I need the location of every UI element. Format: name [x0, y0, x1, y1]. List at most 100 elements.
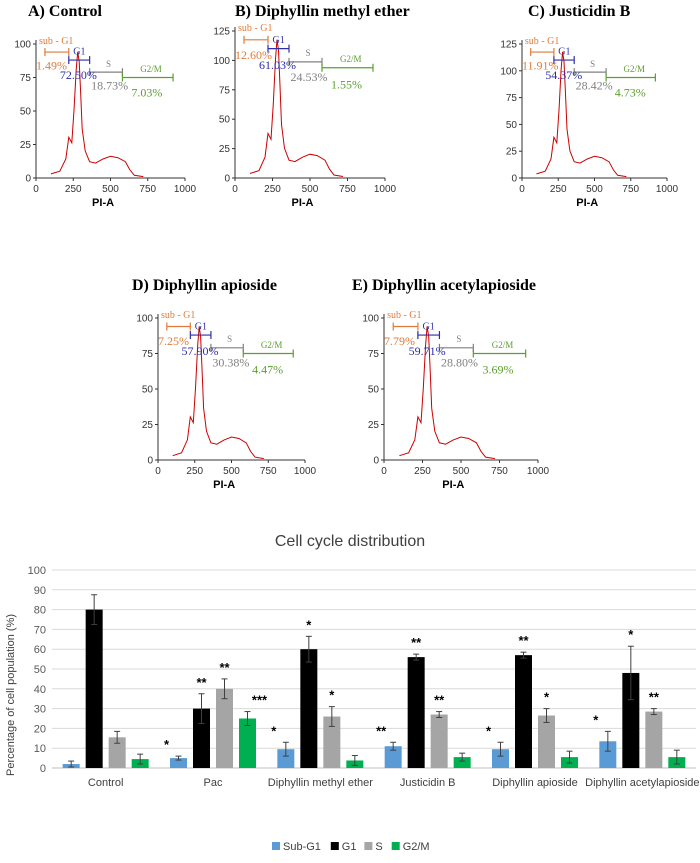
category-label: Control	[88, 777, 123, 789]
panel-a-x-tick-label: 500	[102, 184, 119, 195]
panel-a-x-label: PI-A	[92, 197, 114, 209]
panel-b-g2m-gate-label: G2/M	[340, 54, 362, 64]
legend-label: G2/M	[403, 841, 430, 853]
panel-d-y-tick-label: 100	[136, 314, 153, 325]
bar-subg1	[277, 749, 295, 768]
bar-s	[430, 714, 448, 768]
bar-g1	[193, 708, 210, 768]
panel-c-g2m-gate-label: G2/M	[624, 64, 646, 74]
panel-b-g1-gate-label: G1	[273, 35, 285, 46]
panel-c-g2m-percent: 4.73%	[615, 85, 646, 99]
panel-b-subg1-percent: 12.60%	[235, 48, 272, 62]
panel-c-subg1-percent: 11.91%	[522, 58, 559, 72]
category-label: Diphyllin methyl ether	[268, 777, 373, 789]
panel-e-s-gate-label: S	[456, 334, 461, 344]
legend-swatch	[364, 842, 373, 850]
legend-swatch	[272, 842, 280, 850]
significance-marker: *	[306, 617, 312, 632]
bar-g2m	[239, 718, 256, 768]
panel-c-y-tick-label: 75	[506, 93, 518, 104]
panel-a-x-tick-label: 1000	[174, 184, 197, 195]
legend-swatch	[330, 842, 339, 850]
panel-d-histogram-line	[172, 326, 264, 460]
cell-cycle-bar-chart: Cell cycle distribution Percentage of ce…	[5, 533, 700, 853]
panel-a-y-tick-label: 25	[20, 140, 32, 151]
bar-subg1	[492, 749, 509, 768]
panel-e-x-tick-label: 750	[491, 466, 508, 477]
panel-e-x-tick-label: 250	[414, 466, 431, 477]
panel-d-s-percent: 30.38%	[212, 355, 249, 369]
panel-b-y-tick-label: 125	[213, 27, 230, 38]
bar-g1	[85, 609, 103, 768]
panel-a-subg1-percent: 1.49%	[36, 58, 67, 72]
panel-e-y-tick-label: 75	[368, 349, 380, 360]
panel-d-subg1-percent: 7.25%	[158, 334, 189, 348]
panel-c-subg1-gate-label: sub - G1	[525, 36, 559, 47]
panel-e-x-tick-label: 500	[453, 466, 470, 477]
panel-a-x-tick-label: 250	[65, 184, 82, 195]
panel-c-x-label: PI-A	[576, 197, 598, 209]
panel-e-x-tick-label: 1000	[527, 466, 550, 477]
panel-b-x-label: PI-A	[292, 197, 314, 209]
significance-marker: *	[329, 688, 335, 703]
panel-d-y-tick-label: 50	[142, 385, 154, 396]
panel-c-x-tick-label: 0	[519, 184, 525, 195]
panel-e-g2m-gate-label: G2/M	[492, 340, 514, 350]
panel-b-y-tick-label: 100	[213, 56, 230, 67]
panel-a-subg1-gate-label: sub - G1	[39, 36, 73, 47]
bar-g1	[300, 649, 318, 768]
significance-marker: **	[649, 690, 660, 705]
y-tick-label: 60	[34, 644, 46, 656]
panel-e-subg1-gate-label: sub - G1	[387, 310, 421, 321]
y-tick-label: 40	[34, 684, 46, 696]
panel-c-x-tick-label: 750	[622, 184, 639, 195]
panel-b-g1-percent: 61.03%	[259, 58, 296, 72]
bar-s	[216, 688, 233, 768]
panel-d-y-tick-label: 75	[142, 349, 154, 360]
panel-d-g2m-gate-label: G2/M	[261, 340, 283, 350]
legend-swatch	[391, 842, 400, 850]
panel-b-title: B) Diphyllin methyl ether	[235, 3, 410, 20]
legend-label: G1	[342, 841, 357, 853]
category-label: Diphyllin acetylapioside	[585, 777, 699, 789]
bar-g1	[407, 657, 425, 768]
panel-e-subg1-percent: 7.79%	[384, 334, 415, 348]
category-label: Pac	[204, 777, 223, 789]
panel-c-y-tick-label: 0	[511, 174, 517, 185]
panel-e-y-tick-label: 50	[368, 385, 380, 396]
significance-marker: ***	[252, 693, 268, 708]
y-tick-label: 10	[34, 743, 46, 755]
panel-a-g1-gate-label: G1	[73, 47, 85, 58]
panel-c-s-percent: 28.42%	[576, 79, 613, 93]
panel-c-y-tick-label: 125	[500, 40, 517, 51]
panel-c-y-tick-label: 25	[506, 147, 518, 158]
panel-d-subg1-gate-label: sub - G1	[161, 310, 195, 321]
panel-e-y-tick-label: 0	[373, 456, 379, 467]
panel-d-y-tick-label: 25	[142, 420, 154, 431]
panel-d-g2m-percent: 4.47%	[252, 362, 283, 376]
panel-c-x-tick-label: 250	[550, 184, 567, 195]
panel-a-histogram-line	[50, 51, 144, 178]
panel-b-y-tick-label: 75	[219, 85, 231, 96]
panel-b-histogram-line	[249, 39, 344, 177]
significance-marker: **	[518, 633, 529, 648]
panel-e-y-tick-label: 100	[362, 314, 379, 325]
panel-e-s-percent: 28.80%	[441, 355, 478, 369]
panel-a-x-tick-label: 0	[33, 184, 39, 195]
chart-title: Cell cycle distribution	[275, 533, 425, 550]
bar-s	[323, 716, 341, 768]
y-tick-label: 0	[40, 763, 46, 775]
panel-a-g1-percent: 72.50%	[60, 68, 97, 82]
panel-e-title: E) Diphyllin acetylapioside	[352, 277, 536, 294]
significance-marker: **	[196, 675, 207, 690]
panel-a-s-gate-label: S	[106, 59, 111, 69]
panel-e-g2m-percent: 3.69%	[483, 362, 514, 376]
y-axis-label: Percentage of cell population (%)	[5, 614, 17, 776]
panel-c-s-gate-label: S	[590, 59, 595, 69]
significance-marker: **	[434, 693, 445, 708]
flow-cytometry-panels: A) Control B) Diphyllin methyl ether C) …	[14, 3, 678, 491]
legend-label: Sub-G1	[283, 841, 321, 853]
panel-b-x-tick-label: 0	[232, 184, 238, 195]
panel-a-g2m-gate-label: G2/M	[140, 64, 162, 74]
panel-b-x-tick-label: 1000	[374, 184, 397, 195]
